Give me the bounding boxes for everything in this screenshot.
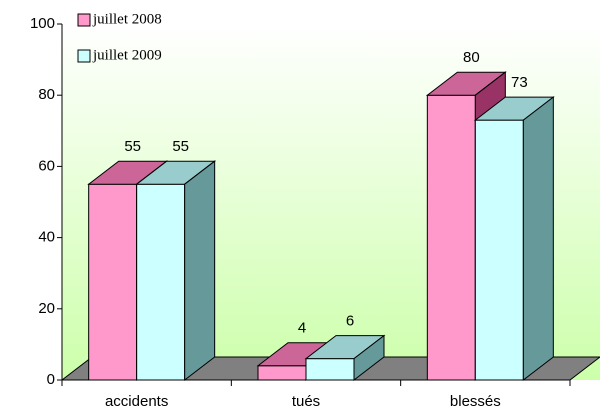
value-label: 55 [124, 138, 141, 155]
legend-swatch [77, 13, 91, 27]
y-tick-label: 40 [38, 229, 55, 246]
x-tick-label: accidents [105, 393, 168, 410]
bar [426, 94, 476, 381]
legend-swatch [77, 49, 91, 63]
bar [136, 183, 186, 381]
x-tick-label: blessés [450, 393, 501, 410]
y-tick-label: 80 [38, 86, 55, 103]
bar-side [184, 160, 216, 382]
legend-label: juillet 2009 [92, 47, 162, 63]
value-label: 6 [346, 313, 354, 330]
legend-label: juillet 2008 [92, 11, 162, 27]
bar-side [353, 334, 385, 382]
value-label: 55 [172, 138, 189, 155]
value-label: 73 [511, 74, 528, 91]
y-tick-label: 0 [47, 371, 55, 388]
y-tick-label: 100 [30, 15, 55, 32]
bar [474, 119, 524, 381]
value-label: 4 [298, 320, 306, 337]
y-tick-label: 20 [38, 300, 55, 317]
bar [257, 365, 307, 381]
x-tick-label: tués [292, 393, 320, 410]
value-label: 80 [463, 49, 480, 66]
bar [88, 183, 138, 381]
bar [305, 358, 355, 381]
bar-side [522, 96, 554, 382]
y-tick-label: 60 [38, 157, 55, 174]
